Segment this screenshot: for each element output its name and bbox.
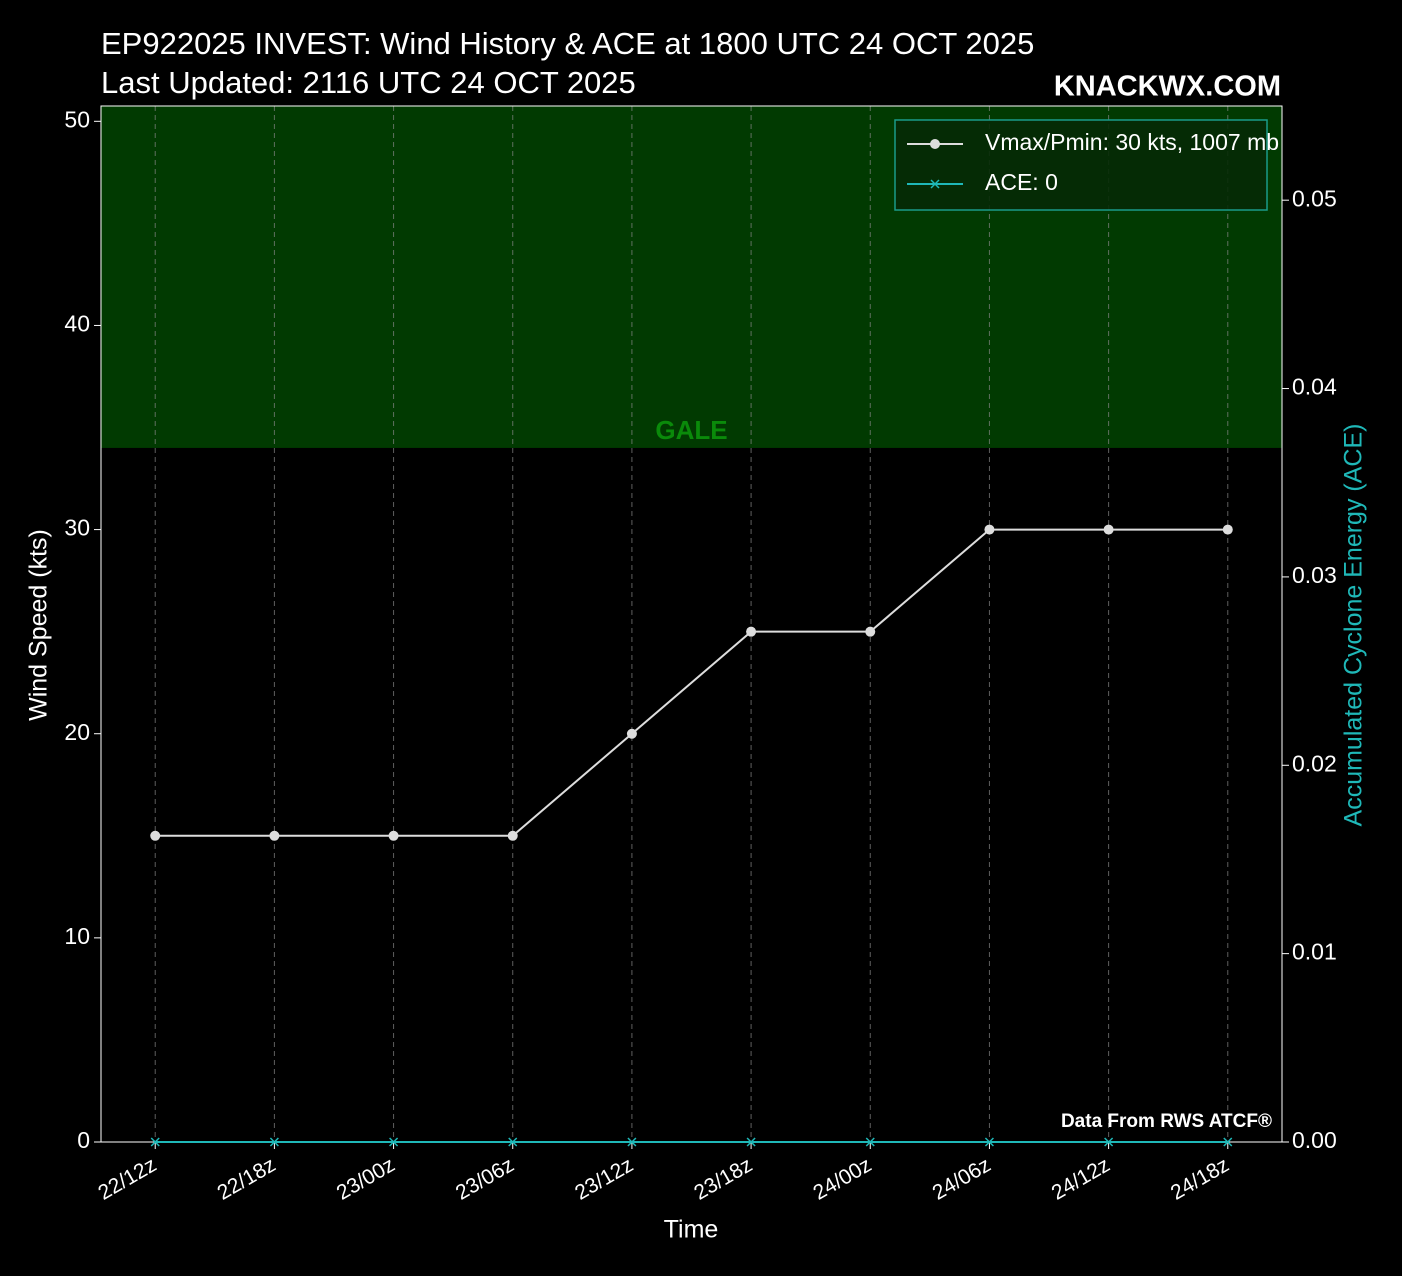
series-line — [155, 528, 1228, 837]
marker — [1222, 524, 1233, 535]
y-tick-label: 40 — [64, 311, 90, 337]
y-axis-label: Wind Speed (kts) — [25, 529, 53, 721]
x-tick-label: 23/12z — [571, 1153, 637, 1204]
marker — [1103, 524, 1114, 535]
x-tick-label: 23/00z — [333, 1153, 399, 1204]
marker — [150, 830, 161, 841]
chart-subtitle: Last Updated: 2116 UTC 24 OCT 2025 — [101, 65, 636, 100]
marker — [746, 626, 757, 637]
marker — [627, 1137, 637, 1147]
marker — [1104, 1137, 1114, 1147]
region-label: GALE — [655, 415, 727, 445]
marker — [626, 728, 637, 739]
marker — [984, 524, 995, 535]
y-tick-label: 0 — [77, 1127, 90, 1153]
y2-tick-label: 0.04 — [1292, 374, 1337, 400]
y-tick-label: 20 — [64, 719, 90, 745]
y2-tick-label: 0.05 — [1292, 185, 1337, 211]
marker — [746, 1137, 756, 1147]
marker — [865, 626, 876, 637]
legend-marker — [930, 139, 940, 149]
legend-marker — [930, 179, 940, 189]
x-tick-label: 24/00z — [809, 1153, 875, 1204]
y2-tick-label: 0.00 — [1292, 1127, 1337, 1153]
marker — [1223, 1137, 1233, 1147]
marker — [508, 1137, 518, 1147]
marker — [269, 1137, 279, 1147]
marker — [388, 830, 399, 841]
legend-box — [894, 119, 1268, 211]
x-axis-label: Time — [664, 1216, 719, 1244]
marker — [865, 1137, 875, 1147]
marker — [507, 830, 518, 841]
x-tick-label: 24/12z — [1048, 1153, 1114, 1204]
y-tick-label: 30 — [64, 515, 90, 541]
marker — [984, 1137, 994, 1147]
y2-axis-label: Accumulated Cyclone Energy (ACE) — [1340, 424, 1368, 827]
x-tick-label: 24/18z — [1167, 1153, 1233, 1204]
watermark: KNACKWX.COM — [1054, 71, 1281, 103]
source-note: Data From RWS ATCF® — [1061, 1111, 1272, 1132]
marker — [150, 1137, 160, 1147]
marker — [269, 830, 280, 841]
x-tick-label: 22/12z — [94, 1153, 160, 1204]
x-tick-label: 23/06z — [452, 1153, 518, 1204]
y-tick-label: 10 — [64, 923, 90, 949]
x-tick-label: 24/06z — [929, 1153, 995, 1204]
y-tick-label: 50 — [64, 106, 90, 132]
x-tick-label: 22/18z — [214, 1153, 280, 1204]
chart-title: EP922025 INVEST: Wind History & ACE at 1… — [101, 26, 1034, 61]
legend-label: ACE: 0 — [985, 169, 1058, 195]
legend-label: Vmax/Pmin: 30 kts, 1007 mb — [985, 129, 1279, 155]
x-tick-label: 23/18z — [690, 1153, 756, 1204]
y2-tick-label: 0.01 — [1292, 939, 1337, 965]
y2-tick-label: 0.02 — [1292, 750, 1337, 776]
marker — [389, 1137, 399, 1147]
y2-tick-label: 0.03 — [1292, 562, 1337, 588]
